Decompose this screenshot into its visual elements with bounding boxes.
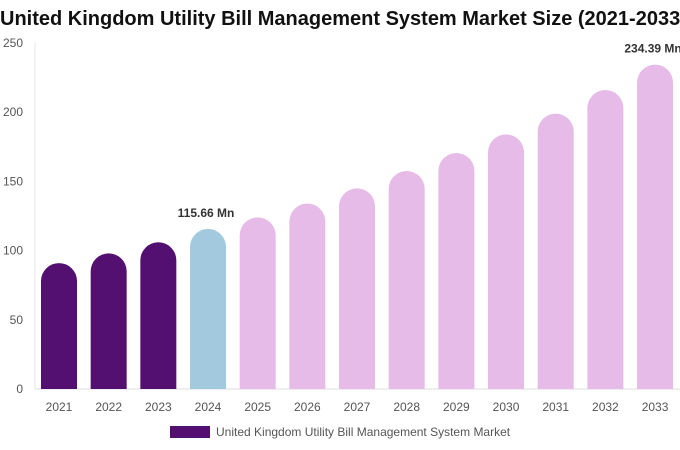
y-tick-label: 50 (10, 313, 24, 327)
x-tick-label: 2026 (294, 400, 321, 414)
data-label: 115.66 Mn (178, 206, 235, 220)
bar-2032 (587, 90, 624, 390)
y-tick-label: 0 (16, 382, 23, 396)
y-tick-label: 250 (3, 36, 23, 50)
x-tick-label: 2033 (642, 400, 669, 414)
y-tick-label: 100 (3, 244, 23, 258)
bar-2021 (41, 263, 77, 389)
x-tick-label: 2027 (344, 400, 371, 414)
chart-title: United Kingdom Utility Bill Management S… (0, 8, 680, 30)
bar-2025 (239, 217, 276, 389)
bar-2031 (537, 113, 574, 390)
bar-2028 (388, 171, 425, 389)
bar-2027 (339, 188, 376, 389)
data-label: 234.39 Mn (624, 42, 680, 56)
bar-2023 (140, 242, 177, 389)
x-tick-label: 2023 (145, 400, 172, 414)
x-tick-label: 2030 (493, 400, 520, 414)
bar-2022 (90, 253, 127, 389)
bar-2029 (438, 153, 475, 389)
y-tick-label: 150 (3, 174, 23, 188)
legend-label: United Kingdom Utility Bill Management S… (216, 425, 511, 439)
x-tick-label: 2024 (195, 400, 222, 414)
x-tick-label: 2032 (592, 400, 619, 414)
x-tick-label: 2029 (443, 400, 470, 414)
x-tick-label: 2022 (95, 400, 122, 414)
legend: United Kingdom Utility Bill Management S… (170, 425, 510, 439)
bar-2030 (488, 134, 525, 389)
x-tick-label: 2028 (393, 400, 420, 414)
bar-2024 (190, 228, 227, 389)
y-tick-label: 200 (3, 105, 23, 119)
x-tick-label: 2025 (244, 400, 271, 414)
legend-swatch (170, 426, 210, 438)
x-tick-label: 2021 (46, 400, 73, 414)
bar-2026 (289, 203, 326, 389)
bar-2033 (637, 64, 674, 389)
x-tick-label: 2031 (542, 400, 569, 414)
